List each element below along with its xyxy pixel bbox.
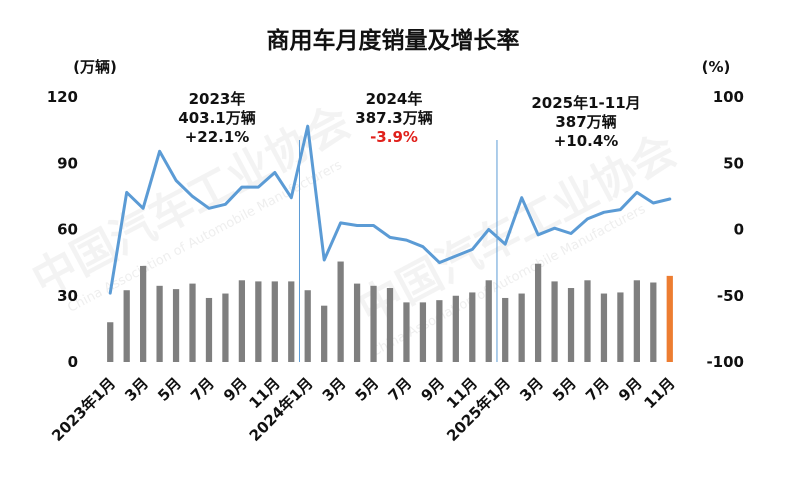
- x-tick-label: 5月: [549, 374, 580, 405]
- x-tick-label: 3月: [121, 374, 152, 405]
- bar: [172, 289, 180, 362]
- bar: [255, 281, 262, 362]
- bar: [502, 297, 509, 362]
- x-tick-label: 7月: [582, 374, 613, 405]
- left-tick-label: 60: [57, 221, 78, 239]
- bar-series: [107, 261, 673, 362]
- bar: [140, 265, 147, 362]
- right-axis-unit: (%): [702, 58, 731, 76]
- bar: [436, 300, 443, 362]
- bar: [666, 275, 673, 362]
- x-tick-label: 3月: [516, 374, 547, 405]
- bar: [304, 290, 311, 362]
- x-tick-label: 2023年1月: [48, 374, 119, 445]
- annotation-line: 2025年1-11月: [531, 94, 640, 112]
- x-tick-label: 5月: [352, 374, 383, 405]
- left-axis-unit: (万辆): [73, 58, 117, 76]
- bar: [419, 302, 427, 362]
- bar: [485, 280, 492, 362]
- left-tick-label: 120: [47, 88, 78, 106]
- period-dividers: [298, 140, 498, 362]
- x-tick-label: 5月: [154, 374, 185, 405]
- bar: [617, 292, 624, 362]
- bar: [321, 305, 328, 362]
- bar: [205, 297, 213, 362]
- bar: [222, 293, 229, 362]
- annotation-line: 2023年: [189, 90, 246, 108]
- left-axis: 0 30 60 90 120: [47, 88, 78, 371]
- chart-title: 商用车月度销量及增长率: [267, 27, 520, 54]
- x-tick-label: 11月: [641, 374, 679, 412]
- right-axis: -100 -50 0 50 100: [706, 88, 744, 371]
- annotation-line: 403.1万辆: [178, 109, 255, 127]
- right-tick-label: -50: [717, 287, 744, 305]
- x-tick-label: 7月: [385, 374, 416, 405]
- bar: [189, 283, 196, 362]
- annotation-line: -3.9%: [370, 128, 418, 146]
- bar: [518, 293, 525, 362]
- x-tick-label: 3月: [319, 374, 350, 405]
- bar: [551, 281, 558, 362]
- bar: [353, 283, 361, 362]
- growth-rate-line: [108, 124, 672, 295]
- bar: [288, 281, 295, 362]
- annotation-line: 2024年: [366, 90, 423, 108]
- left-tick-label: 30: [57, 287, 78, 305]
- line-series: [108, 124, 672, 295]
- x-tick-label: 7月: [187, 374, 218, 405]
- right-tick-label: 100: [713, 88, 744, 106]
- bar: [567, 288, 575, 362]
- left-tick-label: 90: [57, 154, 78, 172]
- bar: [107, 322, 114, 362]
- bar: [469, 292, 476, 362]
- left-tick-label: 0: [68, 353, 78, 371]
- bar: [650, 282, 657, 362]
- bar: [238, 280, 246, 362]
- right-tick-label: 0: [734, 221, 744, 239]
- right-tick-label: 50: [723, 154, 744, 172]
- bar: [403, 302, 410, 362]
- bar: [386, 288, 394, 362]
- annotation-line: 387万辆: [555, 113, 616, 131]
- bar: [452, 295, 459, 362]
- bar: [584, 280, 591, 362]
- annotation-line: 387.3万辆: [355, 109, 432, 127]
- bar: [600, 293, 608, 362]
- bar: [156, 285, 163, 362]
- bar: [370, 285, 377, 362]
- right-tick-label: -100: [706, 353, 744, 371]
- bar: [123, 290, 130, 362]
- bar: [337, 261, 344, 362]
- bar: [534, 263, 542, 362]
- annotation-line: +22.1%: [185, 128, 250, 146]
- bar: [271, 281, 278, 362]
- annotation-line: +10.4%: [554, 132, 619, 150]
- bar: [633, 280, 640, 362]
